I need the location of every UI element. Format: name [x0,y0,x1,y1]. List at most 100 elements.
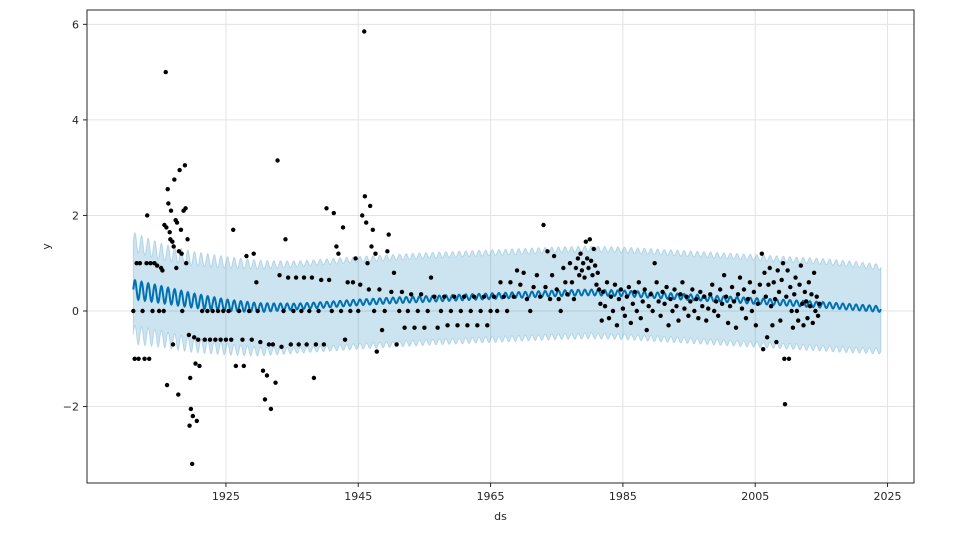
data-point [798,263,804,268]
data-point [137,261,143,266]
data-point [386,232,391,237]
data-point [788,284,793,290]
data-point [612,282,618,287]
data-point [188,375,193,381]
data-point [142,356,147,361]
data-point [782,356,787,361]
data-point [586,265,591,271]
data-point [193,361,198,366]
data-point [776,289,782,295]
data-point [277,272,282,278]
data-point [549,272,555,278]
data-point [164,382,170,388]
data-point [581,261,586,266]
data-point [191,335,197,340]
data-point [774,339,779,345]
data-point [207,337,213,342]
data-point [650,308,655,314]
data-point [348,308,353,314]
data-point [711,308,717,314]
data-point [745,296,751,302]
data-point [676,318,681,323]
data-point [807,304,813,309]
data-point [360,213,365,218]
data-point [664,284,669,290]
data-point [794,308,800,314]
data-point [749,308,755,314]
data-point [451,294,457,299]
data-point [184,261,189,266]
data-point [164,225,169,230]
y-axis-label: y [40,243,53,250]
data-point [514,268,520,273]
data-point [160,268,165,273]
data-point [713,299,719,304]
data-point [817,301,822,307]
data-point [324,206,329,211]
x-tick-label: 1925 [212,490,240,503]
data-point [178,227,184,232]
data-point [304,342,309,347]
data-point [291,308,296,314]
data-point [311,375,317,381]
data-point [762,270,767,275]
data-point [165,186,170,192]
data-point [573,265,579,271]
data-point [168,208,174,213]
data-point [445,323,450,328]
data-point [468,308,473,314]
data-point [672,287,677,292]
data-point [628,320,634,326]
data-point [751,289,757,295]
data-point [534,272,540,278]
data-point [458,308,464,314]
data-point [161,308,166,314]
data-point [435,325,440,330]
data-point [811,270,817,275]
data-point [307,308,312,314]
data-point [366,287,372,292]
data-point [537,294,543,299]
data-point [391,270,397,275]
data-point [764,335,770,340]
data-point [579,268,585,273]
data-point [640,299,645,304]
data-point [136,356,141,361]
data-point [571,296,577,302]
data-point [408,292,414,297]
data-point [202,337,207,342]
y-axis: −2 0 2 4 6 [63,18,87,414]
data-point [789,308,794,314]
data-point [567,261,573,266]
data-point [415,308,420,314]
data-point [389,289,394,295]
data-point [488,308,493,314]
plot-area-frame [86,9,915,484]
data-point [583,239,589,244]
y-tick-label: 2 [72,209,79,222]
data-point [684,294,689,299]
data-point [210,308,215,314]
data-point [134,261,139,266]
data-point [377,287,382,292]
data-point [731,299,737,304]
data-point [656,299,661,304]
data-point [792,292,797,297]
x-tick-label: 2025 [874,490,902,503]
data-point [371,308,377,314]
data-point [233,363,239,369]
data-point [694,296,699,302]
data-point [190,413,196,419]
data-point [399,289,405,295]
data-point [809,292,814,297]
data-point [652,261,657,266]
data-point [620,306,626,311]
data-point [279,344,284,350]
data-point [622,313,628,318]
data-point [504,308,510,314]
data-point [293,275,299,280]
data-point [176,392,181,397]
data-point [501,294,507,299]
